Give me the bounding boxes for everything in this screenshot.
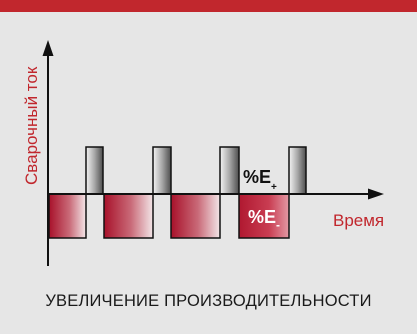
- welding-current-diagram: Сварочный ток Время %E+ %E-: [22, 40, 384, 266]
- positive-pulse-2: [152, 146, 172, 195]
- positive-pulse-3: [219, 146, 240, 195]
- positive-pulse-4: [288, 146, 307, 195]
- x-axis-arrow: [368, 188, 384, 200]
- negative-label-sub: -: [276, 218, 280, 232]
- y-axis-arrow: [42, 40, 54, 56]
- negative-pulse-2: [103, 193, 154, 239]
- slide-caption: УВЕЛИЧЕНИЕ ПРОИЗВОДИТЕЛЬНОСТИ: [45, 292, 372, 310]
- positive-pulse-1: [85, 146, 104, 195]
- positive-polarity-label: %E+: [243, 167, 277, 193]
- negative-label-main: %E: [248, 207, 276, 227]
- negative-pulse-3: [170, 193, 221, 239]
- accent-top-bar: [0, 0, 417, 12]
- negative-polarity-label: %E-: [248, 207, 280, 232]
- y-axis-label: Сварочный ток: [22, 66, 41, 185]
- x-axis-label: Время: [333, 211, 384, 230]
- positive-label-main: %E: [243, 167, 271, 187]
- negative-pulse-1: [48, 193, 87, 239]
- positive-label-sub: +: [271, 182, 277, 193]
